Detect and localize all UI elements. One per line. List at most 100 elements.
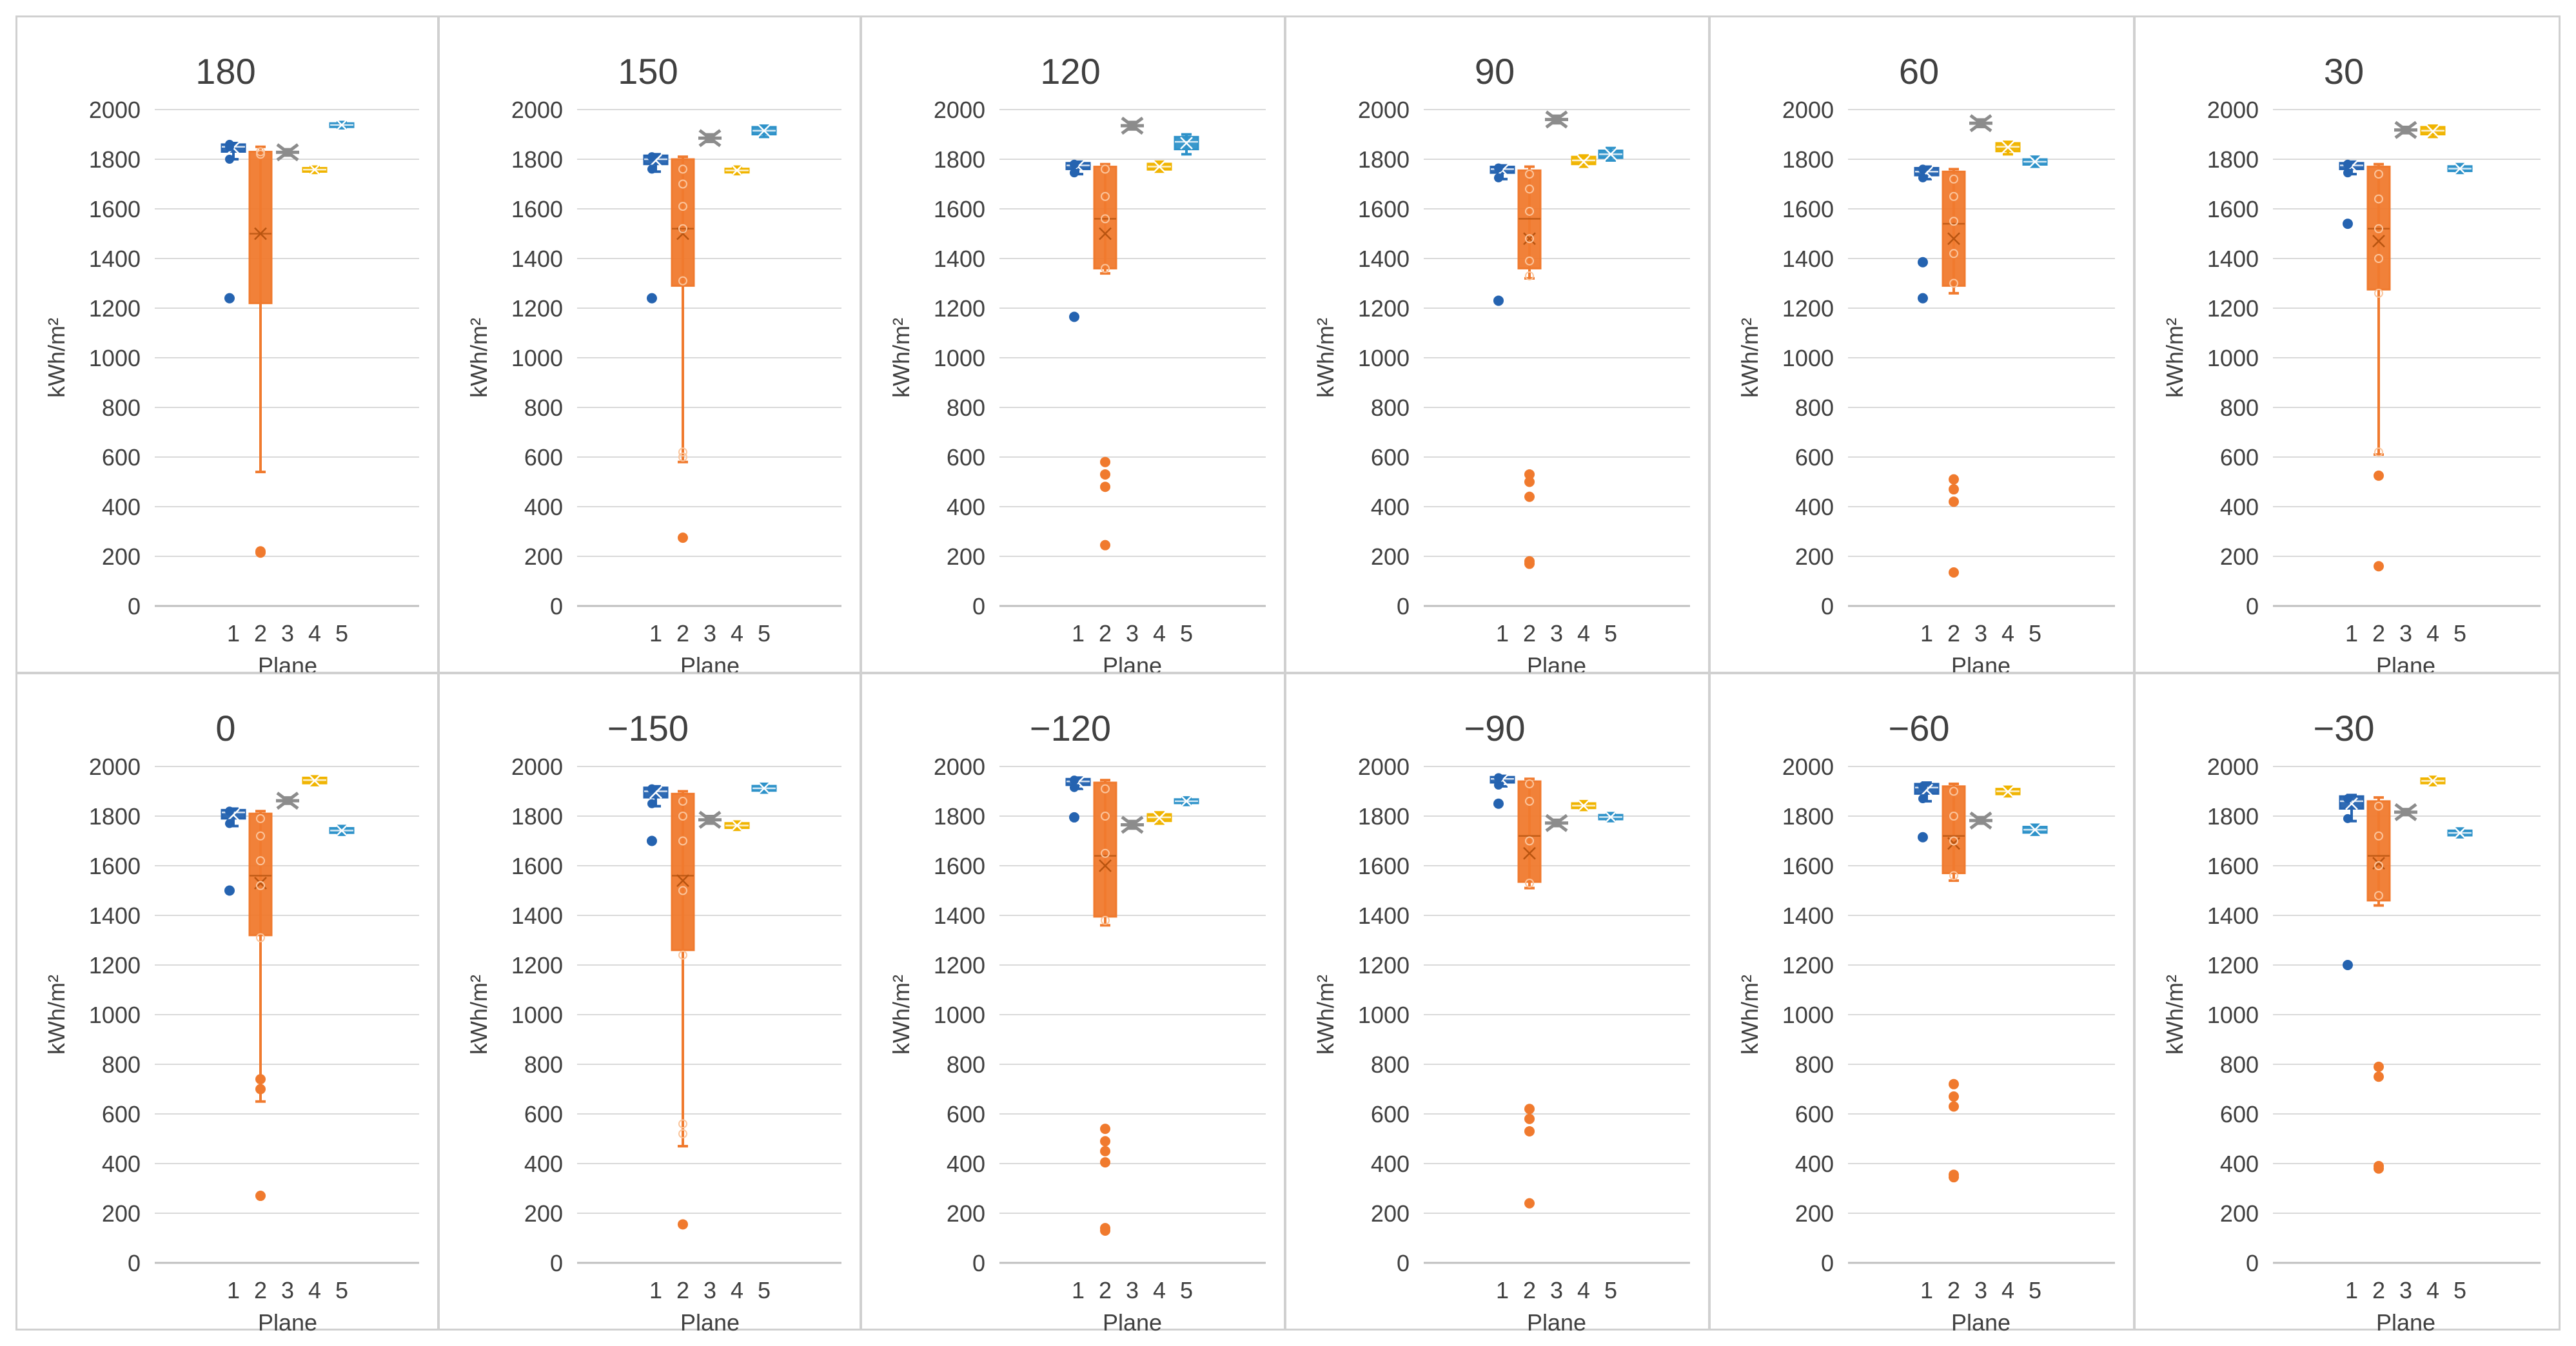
y-tick-label: 600 (102, 1101, 141, 1127)
chart-panel: −60 0 200 400 600 800 1000 1200 1400 1600 1800 2000… (1709, 672, 2135, 1336)
x-tick-label: 2 (1523, 1277, 1536, 1303)
data-point (1918, 781, 1927, 791)
mean-marker (2426, 774, 2439, 788)
data-point (1525, 779, 1534, 788)
box-series-2 (1942, 168, 1966, 578)
y-tick-label: 1600 (1358, 196, 1410, 222)
y-tick-label: 1200 (89, 952, 141, 979)
chart-panel: 1200200400600800100012001400160018002000… (860, 15, 1286, 679)
x-axis-label: Plane (1951, 1309, 2011, 1336)
x-tick-label: 3 (2399, 1277, 2412, 1303)
y-axis-label: kWh/m² (1736, 975, 1763, 1055)
data-point (2374, 447, 2383, 457)
box-series-5 (329, 118, 355, 132)
y-tick-label: 200 (1371, 1200, 1410, 1227)
chart-panel: 90 0 200 400 600 800 1000 1200 1400 1600 1800 2000 k… (1284, 15, 1710, 679)
x-tick-label: 3 (1550, 620, 1563, 647)
box-series-4 (1571, 799, 1597, 812)
box-series-4 (1571, 154, 1597, 168)
chart-panel: −30 0 200 400 600 800 1000 1200 1400 1600 1800 2000… (2134, 672, 2561, 1336)
y-axis-label: kWh/m² (2161, 318, 2188, 398)
data-point (256, 831, 265, 841)
y-tick-label: 2000 (1358, 754, 1410, 780)
data-point (678, 796, 687, 806)
outlier-point (1100, 1136, 1110, 1147)
data-point (256, 881, 265, 890)
y-tick-label: 1400 (934, 246, 985, 272)
panel-frame (438, 15, 861, 674)
x-tick-label: 3 (1974, 620, 1987, 647)
chart-title: 0 (215, 708, 235, 748)
x-tick-label: 3 (1550, 1277, 1563, 1303)
mean-marker (1604, 148, 1617, 161)
data-point (678, 1119, 687, 1129)
y-tick-label: 600 (1371, 1101, 1410, 1127)
x-tick-label: 1 (649, 1277, 662, 1303)
y-tick-label: 0 (1821, 593, 1834, 619)
y-tick-label: 1400 (1782, 246, 1834, 272)
y-tick-label: 0 (128, 593, 141, 619)
outlier-point (1524, 476, 1535, 487)
data-point (647, 164, 656, 174)
data-point (678, 164, 687, 174)
chart-title: 90 (1475, 51, 1515, 92)
mean-marker (2029, 823, 2041, 837)
chart-title: −90 (1464, 708, 1526, 748)
mean-marker (2372, 235, 2385, 248)
y-tick-label: 1800 (511, 803, 563, 830)
box-series-2 (671, 155, 695, 543)
y-tick-label: 1200 (1782, 952, 1834, 979)
panel-frame (438, 672, 861, 1331)
x-tick-label: 2 (254, 1277, 267, 1303)
data-point (2343, 168, 2352, 178)
outlier-point (2374, 1061, 2384, 1072)
y-tick-label: 400 (1371, 494, 1410, 520)
box-series-3 (276, 792, 299, 810)
data-point (1101, 191, 1110, 201)
y-axis-label: kWh/m² (1736, 318, 1763, 398)
outlier-point (1100, 469, 1110, 480)
y-tick-label: 400 (2220, 494, 2259, 520)
box-series-2 (248, 145, 273, 558)
data-point (647, 784, 656, 794)
box-iqr (671, 158, 695, 287)
data-point (1918, 173, 1927, 182)
outlier-point (1524, 1198, 1535, 1209)
y-tick-label: 1000 (1782, 345, 1834, 371)
panel-frame (1284, 672, 1710, 1331)
y-tick-label: 1800 (89, 803, 141, 830)
chart-title: 180 (195, 51, 255, 92)
data-point (256, 147, 265, 157)
x-tick-label: 1 (1496, 1277, 1509, 1303)
mean-marker (758, 781, 771, 795)
x-tick-label: 1 (1072, 1277, 1085, 1303)
y-axis-label: kWh/m² (466, 318, 492, 398)
mean-marker (1920, 783, 1933, 797)
mean-marker (308, 774, 321, 787)
y-tick-label: 1800 (934, 146, 985, 173)
chart-title: 60 (1899, 51, 1939, 92)
x-tick-label: 4 (308, 1277, 321, 1303)
outlier-point (1949, 1091, 1959, 1102)
mean-marker (2001, 141, 2014, 154)
data-point (1525, 256, 1534, 266)
panel-frame (15, 15, 439, 674)
outlier-point (1100, 540, 1110, 551)
box-series-1 (1490, 163, 1515, 306)
box-iqr (1093, 166, 1117, 269)
chart-title: 150 (618, 51, 678, 92)
mean-marker (1099, 227, 1112, 240)
box-series-4 (1995, 141, 2021, 156)
data-point (678, 1129, 687, 1138)
box-series-1 (221, 806, 246, 896)
y-tick-label: 1400 (89, 902, 141, 929)
outlier-point (1524, 1113, 1535, 1124)
y-tick-label: 1800 (89, 146, 141, 173)
y-tick-label: 200 (102, 1200, 141, 1227)
mean-marker (335, 118, 348, 132)
y-tick-label: 2000 (2207, 754, 2259, 780)
data-point (1070, 775, 1079, 785)
x-tick-label: 1 (1920, 1277, 1933, 1303)
y-tick-label: 200 (2220, 543, 2259, 570)
